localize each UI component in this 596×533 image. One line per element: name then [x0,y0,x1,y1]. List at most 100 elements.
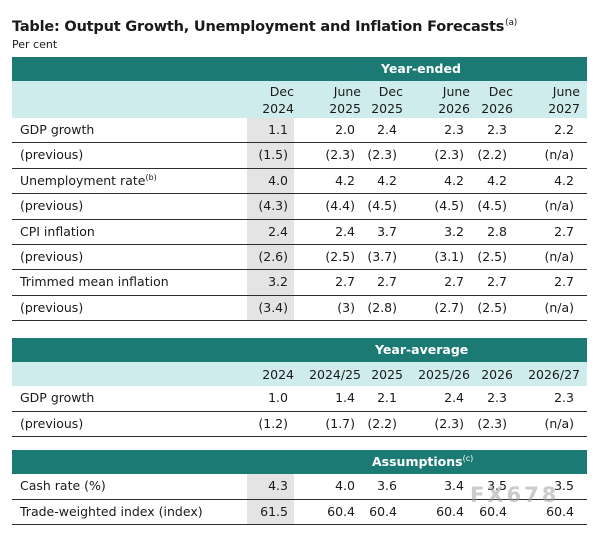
year-average-column-header: 2024 2024/25 2025 2025/26 2026 2026/27 [12,362,587,386]
column-header-year: 2024 [262,367,294,382]
cell-value: 2.7 [554,274,574,290]
cell-value: 2.7 [554,223,574,239]
row-label: GDP growth [20,122,94,137]
row-label-text: (previous) [20,198,84,214]
cell-value: 1.1 [268,122,288,137]
cell-value: 2.4 [444,390,464,405]
year-ended-band: Year-ended [12,57,587,81]
cell-value: 2.1 [377,390,397,405]
cell-value: 61.5 [260,503,288,519]
column-header-year: 2025 [371,101,403,116]
table-title: Table: Output Growth, Unemployment and I… [12,14,587,36]
row-label-footnote-marker: (b) [145,172,157,182]
cell-value: 3.5 [554,478,574,493]
column-header-year: 2025 [329,101,361,116]
title-text: Table: Output Growth, Unemployment and I… [12,18,505,35]
cell-value: 2.3 [487,390,507,405]
cell-value: (1.7) [325,415,355,431]
column-header-period: June [333,84,361,99]
watermark: FX678 [470,483,560,507]
cell-value: 2.4 [268,223,288,239]
cell-value: (1.5) [258,147,288,163]
table-row: (previous) (4.3) (4.4) (4.5) (4.5) (4.5) (n/a) [12,194,587,220]
cell-value: (4.3) [258,198,288,214]
cell-value: (3.1) [434,249,464,264]
table-row: Unemployment rate(b) 4.0 4.2 4.2 4.2 4.2 4.2 [12,169,587,195]
column-header-period: June [442,84,470,99]
column-header-year: 2024 [262,101,294,116]
cell-value: 2.7 [377,274,397,290]
cell-value: (2.2) [367,415,397,431]
cell-value: 2.2 [554,122,574,137]
cell-value: 3.5 [487,478,507,493]
table-row: (previous) (3.4) (3) (2.8) (2.7) (2.5) (n/a) [12,296,587,322]
row-label: (previous) [20,300,83,315]
column-header-year: 2026 [481,367,513,382]
cell-value: 4.2 [377,172,397,188]
title-footnote-marker: (a) [505,18,518,28]
row-label-text: GDP growth [20,390,95,405]
cell-value: 2.7 [487,274,507,290]
cell-value: (3) [337,299,355,315]
cell-value: 1.0 [268,390,288,405]
table-row: CPI inflation 2.4 2.4 3.7 3.2 2.8 2.7 [12,220,587,245]
year-ended-band-label: Year-ended [381,61,461,76]
cell-value: (4.5) [477,198,507,214]
cell-value: 3.2 [444,223,464,239]
cell-value: (4.5) [434,198,464,214]
row-label-text: Trade-weighted index (index) [20,503,203,519]
cell-value: 1.4 [335,390,355,405]
column-header-year: 2025 [371,367,403,382]
cell-value: 4.3 [268,478,288,493]
row-label: GDP growth [20,390,94,405]
column-header-period: Dec [269,84,294,99]
cell-value: (n/a) [544,198,574,214]
cell-value: 3.6 [377,478,397,493]
table-subtitle: Per cent [12,37,58,51]
assumptions-band: Assumptions(c) [12,450,587,474]
cell-value: (n/a) [544,299,574,315]
cell-value: (2.5) [477,249,507,264]
cell-value: (3.7) [367,249,397,264]
cell-value: 4.2 [335,172,355,188]
cell-value: 2.0 [335,122,355,137]
row-label-text: (previous) [20,147,84,163]
row-label-text: Trimmed mean inflation [20,274,169,290]
cell-value: 60.4 [369,503,397,519]
cell-value: 4.0 [268,172,288,188]
cell-value: (2.5) [325,249,355,264]
year-ended-rows: GDP growth 1.1 2.0 2.4 2.3 2.3 2.2 (previous) (1… [12,118,587,322]
year-average-rows: GDP growth 1.0 1.4 2.1 2.4 2.3 2.3 (previous) (1… [12,386,587,437]
cell-value: 2.7 [335,274,355,290]
column-header-year: 2026/27 [528,367,580,382]
year-ended-column-header: Dec 2024 June 2025 Dec 2025 June 2026 Dec 2026 Jun… [12,81,587,118]
column-header-year: 2027 [548,101,580,116]
cell-value: (2.3) [325,147,355,163]
cell-value: 3.7 [377,223,397,239]
cell-value: 60.4 [436,503,464,519]
cell-value: (2.5) [477,299,507,315]
cell-value: (2.3) [434,147,464,163]
cell-value: (n/a) [544,249,574,264]
cell-value: 4.2 [444,172,464,188]
cell-value: 3.4 [444,478,464,493]
column-header-period: June [552,84,580,99]
cell-value: (4.5) [367,198,397,214]
cell-value: (n/a) [544,415,574,431]
assumptions-footnote-marker: (c) [462,454,474,463]
cell-value: 2.7 [444,274,464,290]
assumptions-band-text: Assumptions [372,454,463,470]
table-row: Trade-weighted index (index) 61.5 60.4 60.4… [12,500,587,525]
year-average-band-label: Year-average [375,342,469,357]
cell-value: (n/a) [544,147,574,163]
row-label-text: Cash rate (%) [20,478,106,493]
table-heading: Table: Output Growth, Unemployment and I… [12,14,587,52]
row-label: CPI inflation [20,224,95,239]
row-label-text: (previous) [20,249,84,264]
row-label-text: GDP growth [20,122,95,137]
cell-value: 2.8 [487,223,507,239]
cell-value: 60.4 [546,503,574,519]
table-row: Cash rate (%) 4.3 4.0 3.6 3.4 3.5 3.5 [12,474,587,500]
row-label: Trimmed mean inflation [20,274,169,289]
cell-value: (1.2) [258,415,288,431]
